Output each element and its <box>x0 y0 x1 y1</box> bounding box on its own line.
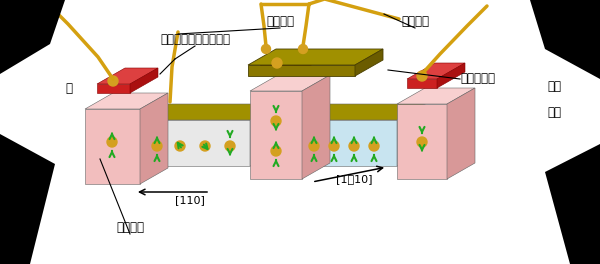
Polygon shape <box>97 84 130 93</box>
Polygon shape <box>85 109 140 184</box>
Circle shape <box>299 45 308 54</box>
Text: ゲート電極: ゲート電極 <box>460 73 495 86</box>
Polygon shape <box>397 104 425 166</box>
Text: 半導体二次元電子ガス: 半導体二次元電子ガス <box>160 33 230 46</box>
Polygon shape <box>355 49 383 76</box>
Polygon shape <box>97 68 158 84</box>
Circle shape <box>175 141 185 151</box>
Text: 極: 極 <box>65 82 72 96</box>
Polygon shape <box>302 104 425 120</box>
Polygon shape <box>302 75 330 179</box>
Circle shape <box>152 141 162 151</box>
Text: [1͐10]: [1͐10] <box>336 174 372 184</box>
Text: 入力電極: 入力電極 <box>401 15 429 28</box>
Polygon shape <box>437 63 465 88</box>
Polygon shape <box>397 88 475 104</box>
Circle shape <box>200 141 210 151</box>
Polygon shape <box>248 65 355 76</box>
Polygon shape <box>130 68 158 93</box>
Polygon shape <box>407 63 465 79</box>
Polygon shape <box>140 104 278 120</box>
Polygon shape <box>530 0 600 79</box>
Circle shape <box>417 137 427 147</box>
Polygon shape <box>140 120 250 166</box>
Circle shape <box>272 58 282 68</box>
Text: [110]: [110] <box>175 195 205 205</box>
Polygon shape <box>294 50 322 75</box>
Text: ドレ: ドレ <box>547 79 561 92</box>
Circle shape <box>108 76 118 86</box>
Polygon shape <box>250 91 302 179</box>
Polygon shape <box>447 88 475 179</box>
Text: 電子: 電子 <box>547 106 561 119</box>
Circle shape <box>369 141 379 151</box>
Polygon shape <box>260 50 322 66</box>
Circle shape <box>349 141 359 151</box>
Polygon shape <box>302 120 397 166</box>
Polygon shape <box>0 0 65 74</box>
Polygon shape <box>250 75 330 91</box>
Circle shape <box>271 116 281 126</box>
Text: 強磁性体: 強磁性体 <box>116 221 144 234</box>
Circle shape <box>271 146 281 156</box>
Text: 出力電極: 出力電極 <box>266 15 294 28</box>
Circle shape <box>309 141 319 151</box>
Circle shape <box>329 141 339 151</box>
Polygon shape <box>250 104 278 166</box>
Circle shape <box>417 71 427 81</box>
Polygon shape <box>545 144 600 264</box>
Polygon shape <box>407 79 437 88</box>
Polygon shape <box>85 93 168 109</box>
Circle shape <box>262 45 271 54</box>
Polygon shape <box>0 134 55 264</box>
Circle shape <box>107 137 117 147</box>
Polygon shape <box>397 104 447 179</box>
Polygon shape <box>140 93 168 184</box>
Polygon shape <box>260 66 294 75</box>
Circle shape <box>225 141 235 151</box>
Polygon shape <box>248 49 383 65</box>
